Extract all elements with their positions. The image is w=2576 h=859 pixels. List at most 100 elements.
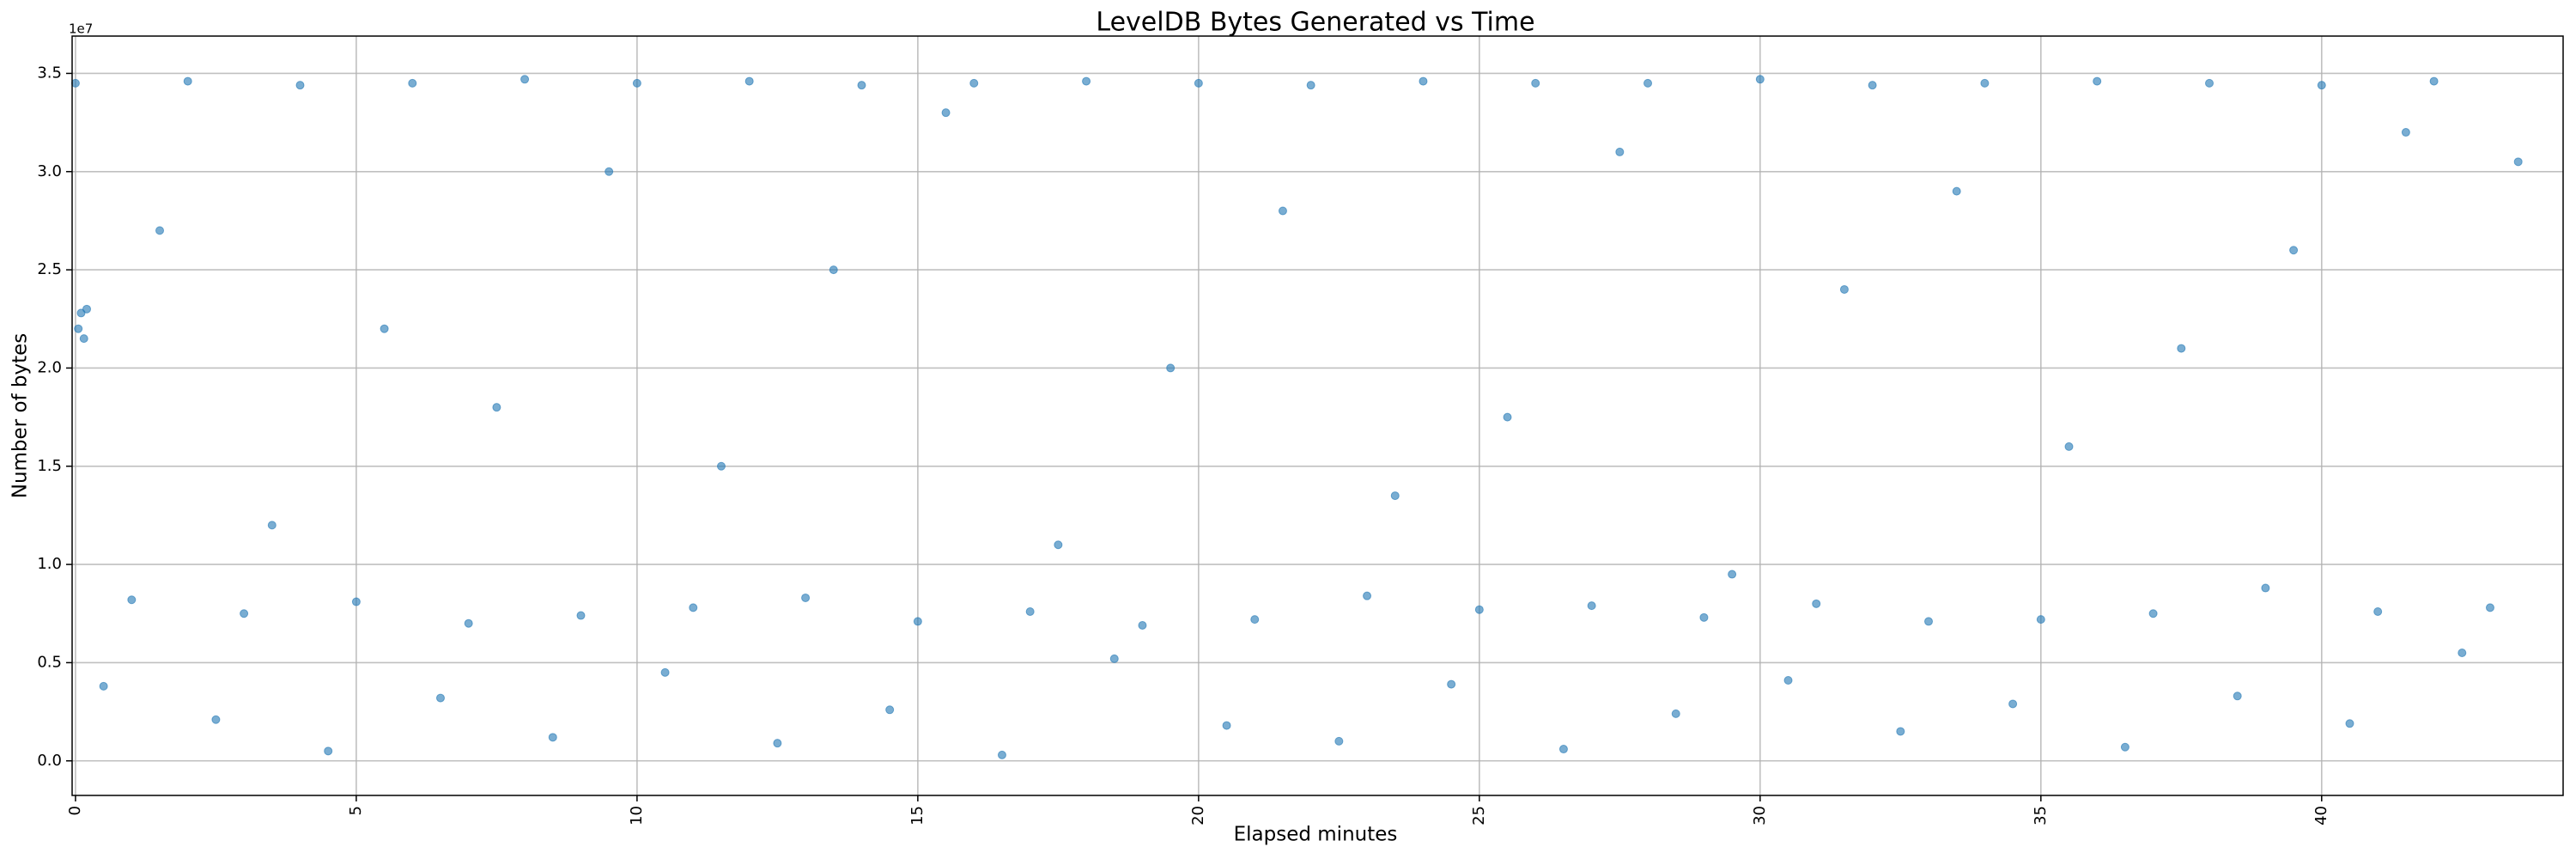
- point: [464, 618, 473, 628]
- point: [548, 733, 557, 742]
- point: [1783, 676, 1793, 685]
- x-tick-label: 30: [1751, 806, 1769, 825]
- point: [324, 746, 333, 756]
- point: [2233, 691, 2242, 701]
- x-tick-label: 0: [66, 806, 84, 815]
- point: [1306, 81, 1315, 90]
- point: [2148, 609, 2158, 618]
- point: [2289, 246, 2299, 255]
- point: [351, 597, 361, 606]
- point: [2064, 442, 2074, 451]
- point: [1025, 606, 1035, 616]
- point: [1896, 727, 1905, 736]
- y-tick-label: 2.0: [37, 358, 62, 376]
- point: [295, 81, 305, 90]
- point: [885, 705, 895, 715]
- point: [913, 617, 922, 626]
- point: [1531, 78, 1540, 88]
- x-tick-label: 35: [2032, 806, 2050, 825]
- point: [801, 593, 811, 602]
- x-tick-label: 15: [908, 806, 927, 825]
- point: [79, 334, 88, 344]
- point: [1952, 186, 1961, 196]
- point: [1194, 78, 1203, 88]
- point: [82, 304, 92, 314]
- point: [380, 324, 389, 333]
- point: [240, 609, 249, 618]
- point: [632, 78, 641, 88]
- point: [2373, 606, 2383, 616]
- point: [2093, 76, 2102, 86]
- point: [1138, 620, 1147, 630]
- point: [2261, 583, 2270, 593]
- point: [1615, 147, 1625, 156]
- point: [576, 611, 586, 620]
- point: [1250, 615, 1260, 624]
- point: [2205, 78, 2215, 88]
- point: [1503, 412, 1512, 422]
- x-tick-label: 40: [2312, 806, 2330, 825]
- plot-frame: [71, 35, 2564, 796]
- point: [2345, 719, 2354, 728]
- x-tick-label: 20: [1189, 806, 1207, 825]
- point: [689, 603, 698, 612]
- point: [1278, 206, 1287, 216]
- y-tick-label: 0.5: [37, 653, 62, 671]
- point: [2485, 603, 2494, 612]
- point: [520, 75, 530, 84]
- point: [1643, 78, 1653, 88]
- point: [1419, 76, 1428, 86]
- point: [1839, 284, 1849, 294]
- point: [1587, 601, 1596, 611]
- point: [74, 324, 83, 333]
- point: [605, 167, 614, 176]
- point: [1812, 599, 1821, 608]
- point: [773, 739, 782, 748]
- point: [660, 667, 670, 677]
- y-tick-label: 3.5: [37, 64, 62, 82]
- point: [1868, 81, 1877, 90]
- point: [408, 78, 417, 88]
- point: [1699, 612, 1709, 622]
- point: [155, 226, 165, 235]
- point: [1390, 491, 1400, 501]
- point: [2401, 128, 2410, 137]
- point: [2317, 81, 2326, 90]
- point: [941, 108, 951, 118]
- point: [716, 461, 726, 471]
- point: [1109, 654, 1119, 663]
- y-tick-label: 3.0: [37, 162, 62, 180]
- point: [211, 715, 221, 724]
- point: [1980, 78, 1990, 88]
- point: [1474, 605, 1484, 614]
- y-axis-label: Number of bytes: [9, 333, 32, 499]
- point: [1334, 736, 1344, 746]
- point: [2513, 157, 2523, 167]
- point: [1082, 76, 1091, 86]
- point: [2008, 699, 2018, 709]
- point: [2177, 344, 2186, 353]
- chart-title: LevelDB Bytes Generated vs Time: [1096, 8, 1534, 38]
- x-tick-label: 10: [628, 806, 646, 825]
- y-offset-label: 1e7: [69, 21, 93, 37]
- point: [829, 265, 838, 275]
- x-tick-label: 25: [1470, 806, 1488, 825]
- x-axis-label: Elapsed minutes: [1234, 824, 1398, 846]
- point: [2120, 742, 2129, 752]
- point: [1558, 745, 1568, 754]
- y-tick-label: 1.0: [37, 555, 62, 573]
- y-tick-label: 0.0: [37, 752, 62, 770]
- point: [492, 403, 501, 412]
- point: [1924, 617, 1934, 626]
- point: [997, 750, 1006, 759]
- point: [744, 76, 754, 86]
- point: [267, 521, 276, 530]
- point: [969, 78, 979, 88]
- point: [1222, 721, 1231, 730]
- y-tick-label: 2.5: [37, 260, 62, 278]
- point: [99, 681, 108, 691]
- point: [183, 76, 192, 86]
- point: [1728, 570, 1737, 579]
